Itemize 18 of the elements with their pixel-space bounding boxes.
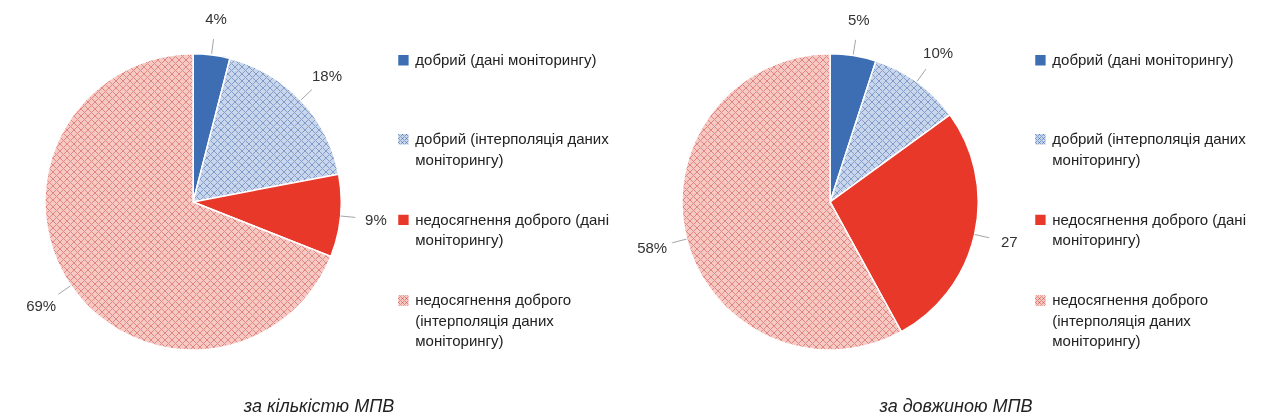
- legend-label: добрий (дані моніторингу): [1052, 51, 1234, 69]
- data-label: 69%: [26, 297, 57, 315]
- data-label: 18%: [311, 66, 343, 84]
- legend-label: недосягнення доброго (дані моніторингу): [415, 210, 609, 249]
- data-label: 9%: [365, 210, 387, 228]
- legend-label: добрий (дані моніторингу): [415, 51, 597, 69]
- text: за довжиною МПВ: [878, 395, 1033, 416]
- legend-label: добрий (інтерполяція даних моніторингу): [1052, 130, 1247, 168]
- legend-label: недосягнення доброго (дані моніторингу): [1052, 210, 1246, 249]
- data-label: 10%: [923, 43, 954, 61]
- data-label: 58%: [637, 239, 668, 257]
- data-label: 27: [1001, 233, 1018, 251]
- legend-label: недосягнення доброго (інтерполяція даних моніторингу): [415, 291, 572, 350]
- text: за кількістю МПВ: [242, 395, 395, 416]
- legend-label: добрий (інтерполяція даних моніторингу): [415, 130, 610, 168]
- data-label: 4%: [205, 9, 227, 27]
- data-label: 5%: [847, 10, 870, 28]
- legend-label: недосягнення доброго (інтерполяція даних моніторингу): [1052, 291, 1209, 350]
